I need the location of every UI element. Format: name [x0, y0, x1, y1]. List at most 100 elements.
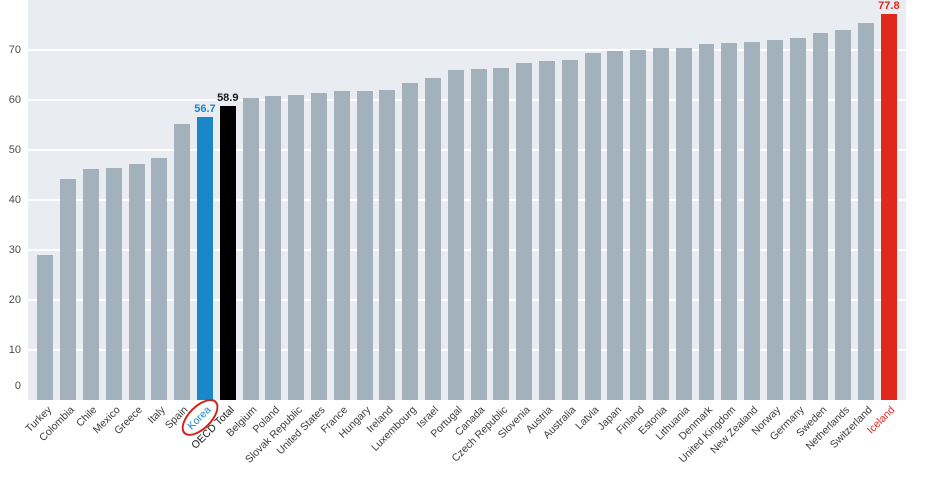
bar-cell-hungary: [353, 0, 376, 400]
bar-colombia: [60, 179, 77, 400]
bar-spain: [174, 124, 191, 400]
bar-cell-portugal: [444, 0, 467, 400]
bar-switzerland: [858, 22, 875, 400]
bar-estonia: [652, 48, 669, 400]
y-tick-label-0: 0: [14, 380, 21, 392]
bar-finland: [630, 50, 647, 400]
gridline-30: [28, 249, 906, 251]
bar-cell-korea: 56.7: [194, 0, 217, 400]
bar-cell-spain: [171, 0, 194, 400]
bar-chile: [83, 169, 99, 400]
x-cell-colombia: Colombia: [37, 400, 80, 483]
bar-france: [333, 91, 350, 400]
bar-cell-finland: [627, 0, 650, 400]
bar-cell-luxembourg: [399, 0, 422, 400]
bar-cell-colombia: [57, 0, 80, 400]
bar-iceland: [880, 14, 897, 400]
bar-cell-belgium: [239, 0, 262, 400]
x-cell-finland: Finland: [614, 400, 650, 483]
bar-japan: [607, 50, 624, 400]
bar-cell-lithuania: [672, 0, 695, 400]
bar-cell-united-kingdom: [718, 0, 741, 400]
bar-cell-poland: [262, 0, 285, 400]
bar-new-zealand: [744, 42, 761, 400]
bar-cell-germany: [786, 0, 809, 400]
bar-cell-united-states: [308, 0, 331, 400]
bar-cell-austria: [536, 0, 559, 400]
bar-cell-latvia: [581, 0, 604, 400]
bar-cell-canada: [467, 0, 490, 400]
bar-hungary: [356, 90, 373, 400]
x-cell-mexico: Mexico: [90, 400, 125, 483]
bar-cell-switzerland: [855, 0, 878, 400]
bar-cell-oecd-total: 58.9: [216, 0, 239, 400]
x-cell-oecd-total: OECD Total: [189, 400, 239, 483]
x-cell-israel: Israel: [415, 400, 445, 483]
bar-lithuania: [675, 47, 692, 400]
bar-cell-ireland: [376, 0, 399, 400]
bar-czech-republic: [493, 67, 510, 400]
plot-area: 56.7 58.9 77.8: [28, 0, 906, 400]
x-cell-italy: Italy: [146, 400, 171, 483]
x-cell-switzerland: Switzerland: [828, 400, 878, 483]
bar-italy: [151, 157, 168, 400]
bar-cell-chile: [80, 0, 103, 400]
bar-cell-denmark: [695, 0, 718, 400]
y-tick-label-70: 70: [8, 44, 21, 56]
bar-greece: [128, 164, 145, 400]
bar-united-kingdom: [721, 42, 738, 400]
gridline-20: [28, 299, 906, 301]
x-cell-japan: Japan: [595, 400, 627, 483]
x-cell-czech-republic: Czech Republic: [449, 400, 513, 483]
x-cell-luxembourg: Luxembourg: [369, 400, 422, 483]
x-cell-greece: Greece: [112, 400, 148, 483]
bar-oecd-total: [219, 105, 236, 400]
bar-cell-slovak-republic: [285, 0, 308, 400]
bar-poland: [265, 95, 282, 400]
y-axis: 0 10 20 30 40 50 60 70: [0, 0, 26, 400]
bar-cell-slovenia: [513, 0, 536, 400]
bar-cell-israel: [422, 0, 445, 400]
value-label-iceland: 77.8: [878, 0, 900, 12]
bar-denmark: [698, 43, 715, 400]
bar-austria: [538, 60, 555, 400]
y-tick-label-30: 30: [8, 244, 21, 256]
bar-cell-australia: [558, 0, 581, 400]
bars-container: 56.7 58.9 77.8: [28, 0, 906, 400]
bar-mexico: [105, 167, 122, 400]
x-cell-iceland: Iceland: [865, 400, 900, 483]
bar-latvia: [584, 52, 601, 400]
bar-cell-turkey: [34, 0, 57, 400]
gridline-70: [28, 49, 906, 51]
value-label-korea: 56.7: [194, 102, 216, 115]
bar-cell-greece: [125, 0, 148, 400]
y-tick-label-20: 20: [8, 294, 21, 306]
bar-luxembourg: [402, 83, 419, 400]
bar-cell-france: [330, 0, 353, 400]
gridline-40: [28, 199, 906, 201]
bar-korea: [197, 116, 213, 400]
x-cell-new-zealand: New Zealand: [708, 400, 764, 483]
x-axis-labels: Turkey Colombia Chile Mexico Greece Italy Spai…: [23, 392, 906, 483]
x-cell-united-states: United States: [274, 400, 331, 483]
bar-cell-japan: [604, 0, 627, 400]
y-tick-label-60: 60: [8, 94, 21, 106]
bar-cell-czech-republic: [490, 0, 513, 400]
bar-cell-netherlands: [832, 0, 855, 400]
gridline-60: [28, 99, 906, 101]
bar-netherlands: [835, 30, 852, 400]
x-cell-slovenia: Slovenia: [496, 400, 536, 483]
bar-israel: [424, 77, 441, 400]
x-cell-latvia: Latvia: [573, 400, 604, 483]
bar-norway: [766, 40, 783, 400]
bar-cell-estonia: [650, 0, 673, 400]
y-tick-label-10: 10: [8, 344, 21, 356]
bar-belgium: [242, 97, 259, 400]
bar-canada: [470, 68, 487, 400]
bar-ireland: [379, 90, 396, 400]
gridline-10: [28, 349, 906, 351]
x-cell-chile: Chile: [74, 400, 103, 483]
bar-turkey: [37, 255, 54, 400]
x-cell-australia: Australia: [541, 400, 581, 483]
